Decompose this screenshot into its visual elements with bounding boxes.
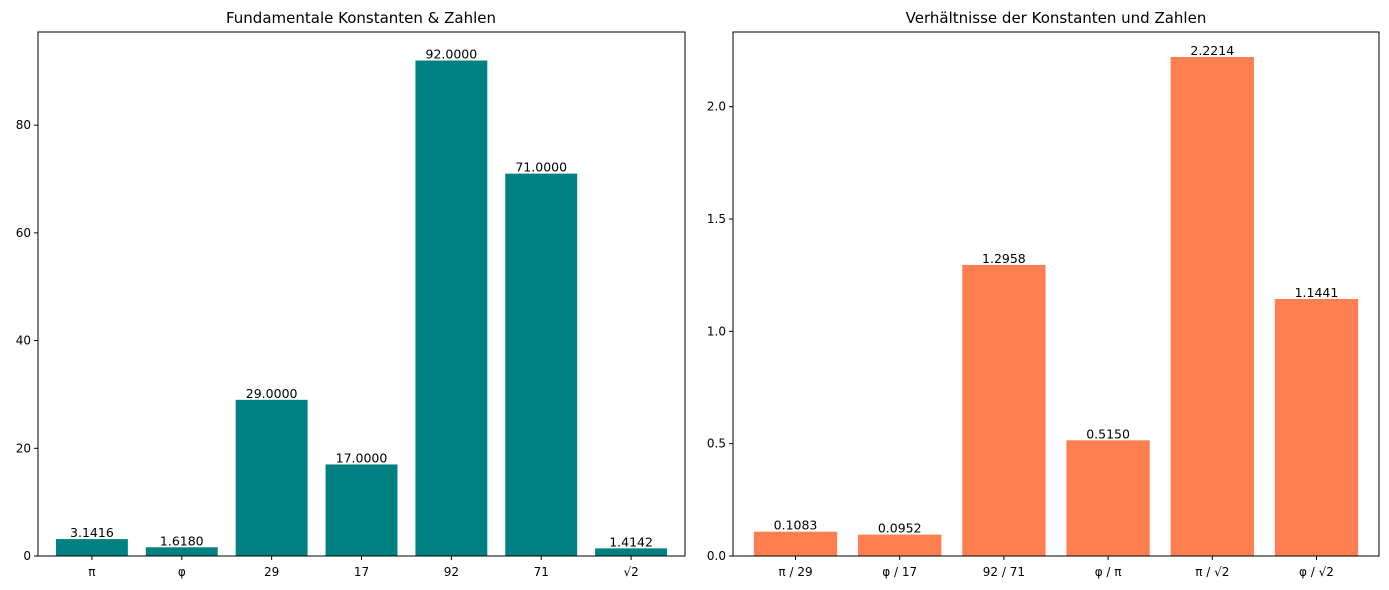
axes-frame xyxy=(37,31,686,557)
bar xyxy=(505,173,578,556)
axes-frame xyxy=(732,31,1380,557)
data-label: 92.0000 xyxy=(426,47,478,62)
x-tick-label: π / 29 xyxy=(778,565,812,579)
bar xyxy=(595,548,668,556)
y-tick-label: 0.0 xyxy=(707,549,726,563)
data-label: 1.6180 xyxy=(160,533,204,548)
bar xyxy=(1274,298,1359,556)
bar xyxy=(145,547,218,556)
x-tick-label: φ xyxy=(178,565,186,579)
data-label: 1.1441 xyxy=(1295,285,1339,300)
bar xyxy=(1170,56,1254,557)
x-tick-label: φ / 17 xyxy=(882,565,917,579)
x-tick-label: 92 / 71 xyxy=(983,565,1025,579)
chart-fundamental-constants: Fundamentale Konstanten & Zahlen 3.1416 1… xyxy=(16,9,686,579)
chart-title: Verhältnisse der Konstanten und Zahlen xyxy=(906,9,1207,27)
bar xyxy=(962,264,1046,556)
x-tick-label: φ / π xyxy=(1095,565,1122,579)
bar xyxy=(55,539,128,556)
y-tick-label: 2.0 xyxy=(707,100,726,114)
y-tick-label: 1.5 xyxy=(707,212,726,226)
data-label: 0.0952 xyxy=(878,521,922,536)
y-tick-label: 80 xyxy=(16,118,31,132)
bar xyxy=(858,534,942,556)
x-tick-label: 71 xyxy=(534,565,549,579)
data-label: 1.4142 xyxy=(609,534,653,549)
y-tick-label: 0.5 xyxy=(707,437,726,451)
chart-ratios: Verhältnisse der Konstanten und Zahlen 0… xyxy=(707,9,1380,579)
bar xyxy=(325,464,398,556)
x-tick-label: π / √2 xyxy=(1195,565,1229,579)
data-label: 71.0000 xyxy=(515,160,567,175)
x-tick-label: φ / √2 xyxy=(1299,565,1334,579)
data-label: 29.0000 xyxy=(246,386,298,401)
data-label: 1.2958 xyxy=(982,251,1026,266)
y-tick-label: 60 xyxy=(16,226,31,240)
x-tick-label: 92 xyxy=(444,565,459,579)
y-tick-label: 1.0 xyxy=(707,324,726,338)
bar xyxy=(415,60,488,556)
data-label: 2.2214 xyxy=(1190,43,1234,58)
data-label: 3.1416 xyxy=(70,525,114,540)
bar xyxy=(1066,440,1150,556)
data-label: 17.0000 xyxy=(336,450,388,465)
x-tick-label: 29 xyxy=(264,565,279,579)
data-label: 0.1083 xyxy=(774,518,818,533)
chart-title: Fundamentale Konstanten & Zahlen xyxy=(226,9,496,27)
x-tick-label: π xyxy=(88,565,95,579)
x-tick-label: 17 xyxy=(354,565,369,579)
y-tick-label: 0 xyxy=(23,549,31,563)
bar xyxy=(235,399,308,556)
y-tick-label: 20 xyxy=(16,441,31,455)
bar xyxy=(753,531,838,556)
y-tick-label: 40 xyxy=(16,334,31,348)
data-label: 0.5150 xyxy=(1086,426,1130,441)
x-tick-label: √2 xyxy=(623,565,638,579)
